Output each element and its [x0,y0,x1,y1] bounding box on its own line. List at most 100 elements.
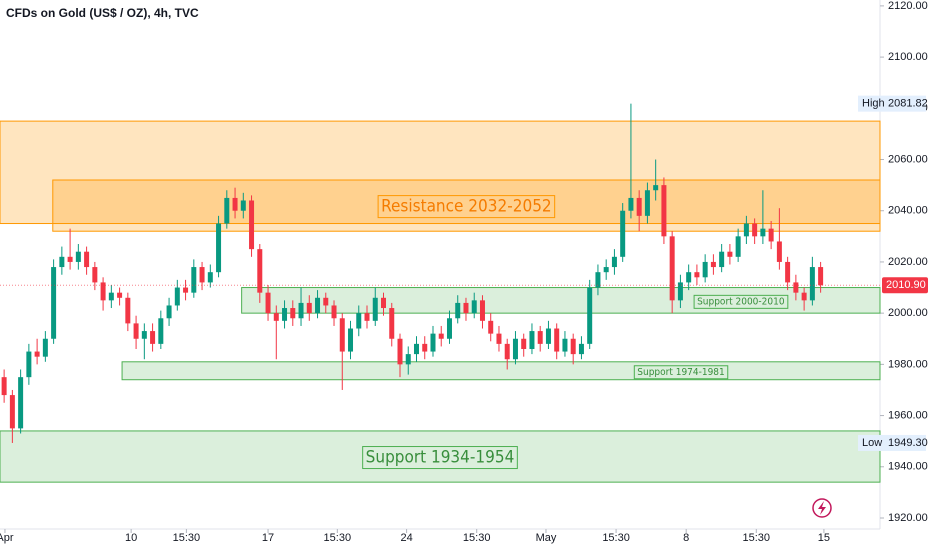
candle-body [257,249,263,293]
candle-body [125,297,131,324]
price-tag-value: 2081.82 [888,98,928,110]
candle-body [512,338,518,360]
candle-body [686,272,692,283]
candle-body [315,297,321,314]
candle-body [793,282,799,293]
candle-body [727,251,733,257]
candle-body [232,197,238,211]
candle-body [166,305,172,319]
candle-body [743,223,749,237]
zone-label: Support 2000-2010 [697,296,785,307]
candle-body [644,190,650,216]
candle-body [595,272,601,288]
candle-body [809,267,815,301]
x-tick-label: 15:30 [602,532,630,544]
x-tick-label: 15:30 [463,532,491,544]
candle-body [653,185,659,191]
x-tick-label: 15:30 [743,532,771,544]
candle-body [133,323,139,339]
candle-body [117,292,123,298]
lightning-icon [812,498,832,518]
candle-body [636,197,642,216]
candle-body [479,300,485,321]
candle-body [372,297,378,321]
candle-body [331,305,337,319]
candle-body [719,251,725,268]
candle-body [356,313,362,329]
candle-body [710,261,716,268]
zone [0,430,881,483]
candle-body [42,338,48,357]
candle-body [430,333,436,352]
candle-body [34,351,40,357]
candle-body [620,210,626,257]
candle-body [776,241,782,262]
candle-body [669,236,675,301]
candle-body [554,328,560,352]
candle-body [801,292,807,301]
candle-body [207,272,213,283]
candle-body [18,377,24,429]
candle-body [488,320,494,334]
candle-body [282,308,288,321]
y-tick-label: 1920.00 [888,512,928,524]
candle-body [381,297,387,309]
candle-body [611,256,617,268]
candle-body [504,343,510,360]
zone-label-group: Support 1934-1954 [362,446,518,470]
candle-body [265,292,271,314]
candle-body [446,318,452,339]
x-tick-label: Apr [0,532,14,544]
y-tick-label: 2040.00 [888,205,928,217]
candle-body [84,251,90,268]
candle-body [422,343,428,352]
x-tick-label: 15:30 [324,532,352,544]
candle-body [348,328,354,352]
x-tick-label: May [536,532,557,544]
candle-body [67,256,73,262]
candle-body [562,338,568,352]
x-tick-label: 24 [400,532,412,544]
candle-body [183,287,189,293]
candle-body [92,267,98,283]
price-tag-value: 1949.30 [888,437,928,449]
candle-body [290,308,296,319]
candle-body [364,313,370,321]
candle-body [224,197,230,224]
chart-title: CFDs on Gold (US$ / OZ), 4h, TVC [6,6,199,20]
candle-body [216,223,222,273]
candle-body [677,282,683,301]
candle-body [273,313,279,321]
candle-body [661,185,667,237]
y-tick-label: 2060.00 [888,153,928,165]
candle-body [51,267,57,339]
zone-label-group: Resistance 2032-2052 [377,195,556,219]
candle-body [628,197,634,211]
candle-body [603,267,609,273]
price-tag-name: High [862,98,885,110]
candle-body [158,318,164,344]
candle-body [752,223,758,237]
candle-body [694,272,700,278]
zone-label-group: Support 1974-1981 [633,365,729,380]
candle-body [199,267,205,283]
candle-body [100,282,106,301]
candle-body [785,261,791,283]
last-price-label: 2010.90 [886,279,926,291]
candle-body [323,297,329,306]
candle-body [521,338,527,349]
candle-body [26,351,32,378]
candle-body [545,328,551,344]
zone [121,361,881,381]
zone-label-box [377,195,556,219]
zone [241,287,881,314]
candle-body [174,287,180,306]
candle-body [537,331,543,344]
candle-body [108,292,114,301]
candle-body [141,331,147,339]
zone [52,179,881,232]
candle-body [389,308,395,339]
zone-label-group: Support 2000-2010 [693,294,789,309]
candle-body [496,333,502,344]
candle-body [405,354,411,365]
